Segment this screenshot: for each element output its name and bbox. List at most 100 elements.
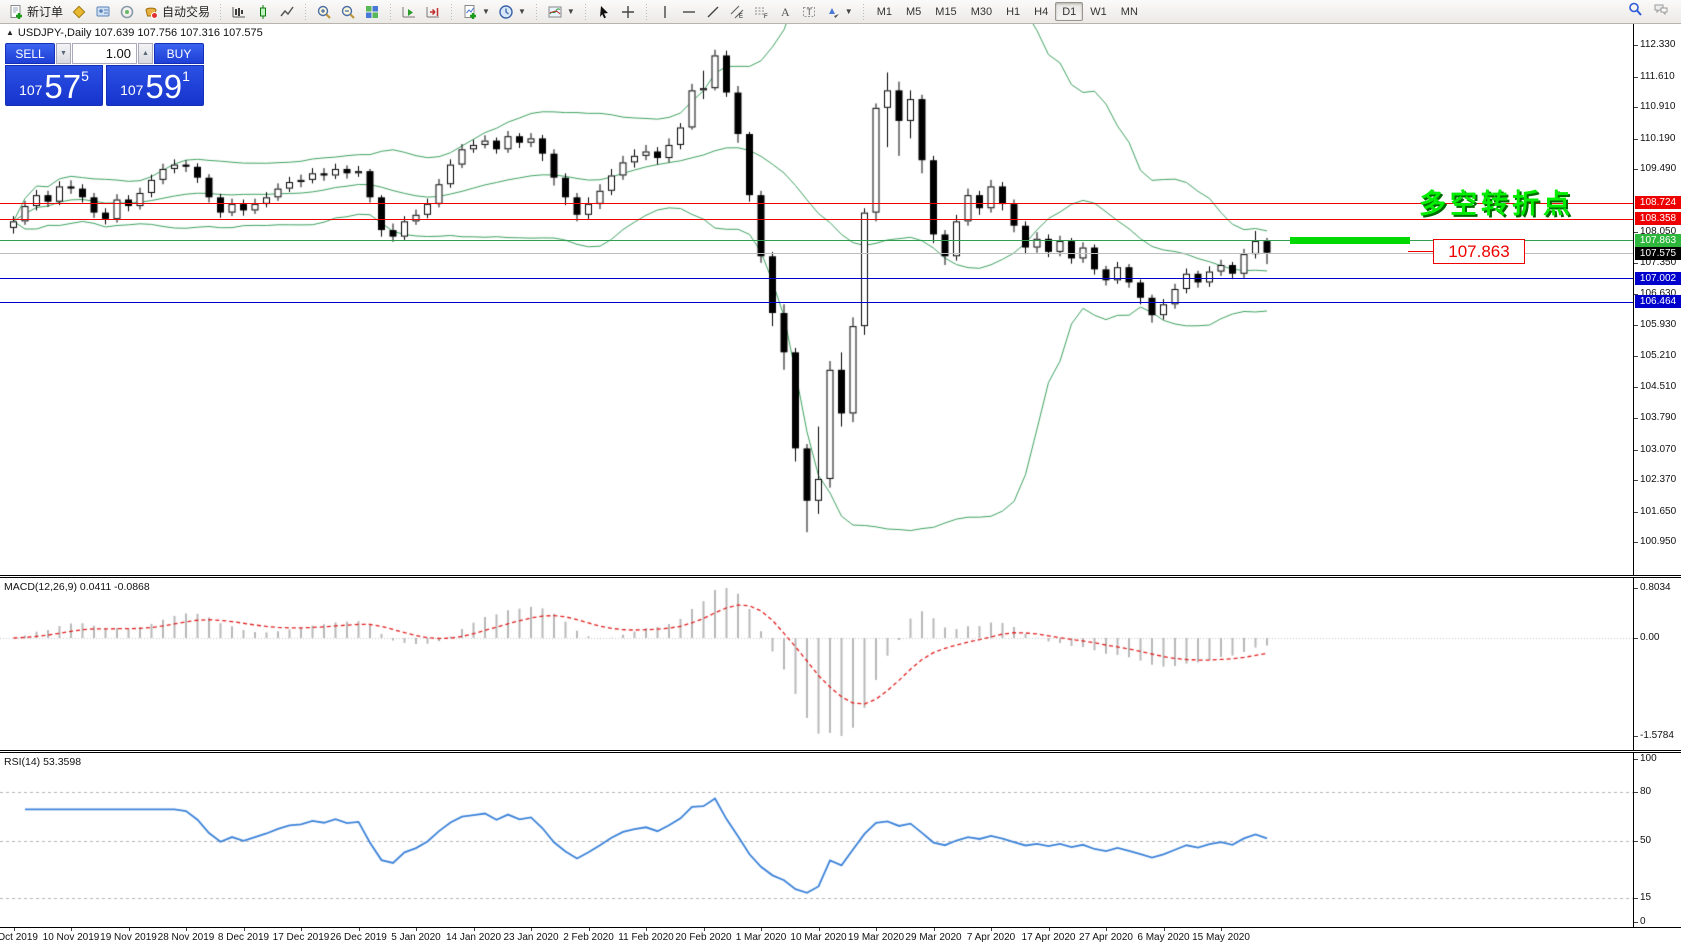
timeframe-m30-button[interactable]: M30 (970, 5, 993, 18)
time-axis-tick (416, 928, 417, 931)
new-chart-button[interactable]: ▼ (458, 2, 494, 22)
line-chart-button[interactable] (275, 2, 299, 22)
tile-windows-button[interactable] (360, 2, 384, 22)
vertical-line-button[interactable] (653, 2, 677, 22)
data-window-button[interactable] (91, 2, 115, 22)
time-axis-tick (1106, 928, 1107, 931)
timeframe-w1-button[interactable]: W1 (1090, 5, 1107, 18)
bar-chart-button[interactable] (227, 2, 251, 22)
timeframe-h1-button[interactable]: H1 (1006, 5, 1021, 18)
horizontal-line-button[interactable] (677, 2, 701, 22)
arrows-icon (825, 4, 841, 20)
highlight-trendline-segment[interactable] (1290, 237, 1410, 244)
turning-point-annotation[interactable]: 多空转折点 (1419, 189, 1574, 219)
market-watch-button[interactable] (67, 2, 91, 22)
toolbar-separator (581, 3, 589, 20)
axis-tick-label: 0.8034 (1634, 582, 1671, 593)
auto-trading-label: 自动交易 (162, 5, 211, 19)
date-label: 17 Apr 2020 (1021, 932, 1076, 943)
rsi-canvas[interactable] (0, 753, 1633, 927)
trendline-button[interactable] (701, 2, 725, 22)
date-label: 15 May 2020 (1192, 932, 1250, 943)
price-level-tag: 108.358 (1635, 212, 1681, 226)
toolbar-separator (387, 3, 395, 20)
auto-scroll-button[interactable] (397, 2, 421, 22)
time-axis-tick (128, 928, 130, 931)
new-order-button[interactable]: 新订单 (4, 2, 67, 22)
macd-canvas[interactable] (0, 578, 1633, 750)
timeframe-m15-button[interactable]: M15 (935, 5, 957, 18)
price-pane[interactable]: ▲ USDJPY-,Daily 107.639 107.756 107.316 1… (0, 24, 1633, 575)
indicators-icon (547, 4, 563, 20)
date-label: 10 Mar 2020 (790, 932, 847, 943)
pane-divider[interactable] (0, 575, 1681, 578)
axis-tick-label: 103.070 (1633, 443, 1677, 455)
callout-connector-line (1408, 251, 1433, 252)
text-button[interactable]: A (773, 2, 797, 22)
collapse-triangle-icon[interactable]: ▲ (6, 28, 14, 37)
zoom-in-button[interactable] (312, 2, 336, 22)
volume-input[interactable] (72, 43, 137, 64)
toolbar-right (1627, 1, 1677, 22)
price-level-tag: 107.863 (1635, 233, 1681, 247)
navigator-button[interactable] (115, 2, 139, 22)
text-label-button[interactable]: T (797, 2, 821, 22)
buy-price-handle: 107 (120, 82, 144, 98)
horizontal-line-object[interactable] (0, 253, 1633, 254)
time-axis-tick (186, 928, 187, 931)
cursor-icon (596, 4, 612, 20)
candlestick-chart-canvas[interactable] (0, 24, 1633, 575)
dropdown-caret-icon[interactable]: ▼ (566, 7, 575, 16)
horizontal-line-object[interactable] (0, 301, 1633, 303)
sell-price-button[interactable]: 107 57 5 (5, 65, 103, 106)
horizontal-line-object[interactable] (0, 278, 1633, 280)
date-label: 8 Dec 2019 (217, 932, 270, 943)
volume-decrease-button[interactable]: ▼ (56, 43, 71, 64)
time-axis-tick (473, 928, 475, 931)
crosshair-button[interactable] (616, 2, 640, 22)
rsi-pane[interactable]: RSI(14) 53.3598 (0, 753, 1633, 927)
axis-tick-label: 111.610 (1634, 70, 1675, 82)
axis-tick-label: 0.00 (1633, 632, 1660, 643)
chart-shift-button[interactable] (421, 2, 445, 22)
sell-button[interactable]: SELL (5, 43, 55, 64)
dropdown-caret-icon[interactable]: ▼ (482, 7, 490, 16)
timeframe-m5-button[interactable]: M5 (906, 5, 922, 18)
cursor-button[interactable] (592, 2, 616, 22)
date-label: 29 Mar 2020 (905, 932, 962, 943)
pane-divider[interactable] (0, 750, 1681, 753)
timeframe-mn-button[interactable]: MN (1120, 5, 1138, 18)
timeframe-m1-button[interactable]: M1 (876, 5, 892, 18)
volume-increase-button[interactable]: ▲ (138, 43, 153, 64)
svg-text:T: T (806, 7, 812, 17)
dropdown-caret-icon[interactable]: ▼ (844, 7, 853, 16)
arrows-button[interactable]: ▼ (821, 2, 857, 22)
search-icon[interactable] (1627, 1, 1643, 22)
price-level-tag: 106.464 (1635, 295, 1681, 308)
indicators-button[interactable]: ▼ (543, 2, 579, 22)
timeframe-d1-button[interactable]: D1 (1055, 2, 1084, 21)
chat-icon[interactable] (1653, 1, 1669, 22)
buy-price-point: 1 (182, 68, 190, 84)
profiles-icon (498, 4, 514, 20)
horizontal-line-object[interactable] (0, 240, 1633, 242)
buy-price-button[interactable]: 107 59 1 (106, 65, 204, 106)
date-label: 2 Feb 2020 (563, 932, 614, 943)
zoom-out-button[interactable] (336, 2, 360, 22)
horizontal-line-object[interactable] (0, 202, 1633, 204)
price-callout-label[interactable]: 107.863 (1433, 239, 1525, 264)
candlestick-chart-button[interactable] (251, 2, 275, 22)
dropdown-caret-icon[interactable]: ▼ (517, 7, 526, 16)
horizontal-line-object[interactable] (0, 218, 1633, 220)
axis-tick-label: 100 (1634, 753, 1657, 764)
profiles-button[interactable]: ▼ (494, 2, 530, 22)
auto-trading-button[interactable]: 自动交易 (139, 2, 214, 22)
fibonacci-button[interactable]: F (749, 2, 773, 22)
toolbar-separator (642, 3, 650, 20)
buy-button[interactable]: BUY (154, 43, 204, 64)
equidistant-channel-button[interactable]: E (725, 2, 749, 22)
macd-pane[interactable]: MACD(12,26,9) 0.0411 -0.0868 (0, 578, 1633, 750)
timeframe-h4-button[interactable]: H4 (1034, 5, 1049, 18)
price-axis[interactable]: 112.330 111.610 110.910 110.190 109.490 108.0… (1633, 24, 1681, 946)
